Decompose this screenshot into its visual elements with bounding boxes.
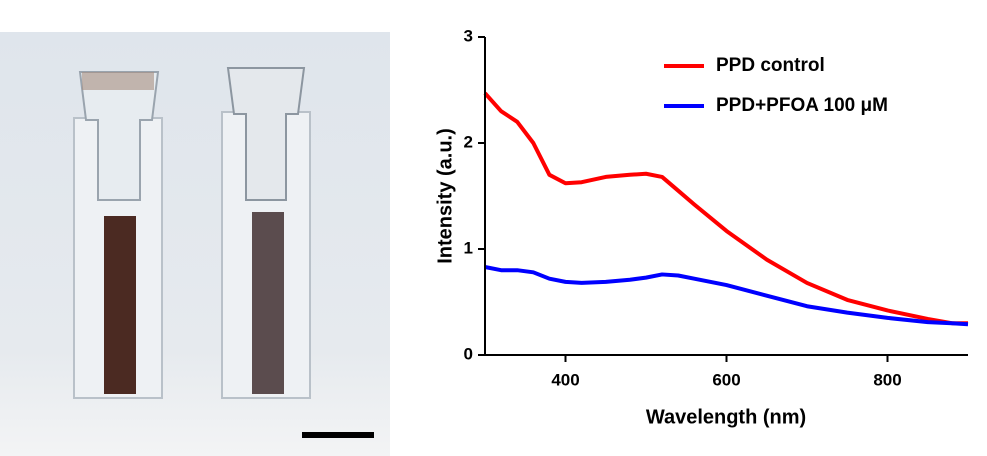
x-axis-label: Wavelength (nm): [646, 406, 806, 428]
cuvette-cap: [78, 71, 160, 201]
y-tick-label: 3: [464, 26, 473, 45]
cuvette-right: [221, 67, 311, 399]
scale-bar: [302, 432, 374, 438]
y-tick-label: 2: [464, 132, 473, 151]
series-line: [484, 265, 969, 327]
x-tick-label: 400: [551, 370, 579, 389]
photo: [0, 32, 390, 456]
liquid-pfoa: [252, 212, 284, 394]
y-axis-label: Intensity (a.u.): [434, 128, 456, 264]
chart: Intensity (a.u.) Wavelength (nm) 0 1 2 3 400…: [434, 26, 969, 428]
legend-label: PPD+PFOA 100 μM: [716, 95, 888, 116]
x-tick-label: 600: [712, 370, 740, 389]
photo-background: [0, 32, 390, 456]
cap-tint: [82, 72, 154, 90]
cuvette-cap: [226, 67, 306, 201]
series-line: [483, 91, 968, 326]
y-tick-label: 0: [464, 344, 473, 363]
cuvette-left: [73, 71, 163, 399]
y-tick-label: 1: [464, 238, 473, 257]
legend-label: PPD control: [716, 55, 825, 76]
x-tick-label: 800: [873, 370, 901, 389]
liquid-control: [104, 216, 136, 394]
